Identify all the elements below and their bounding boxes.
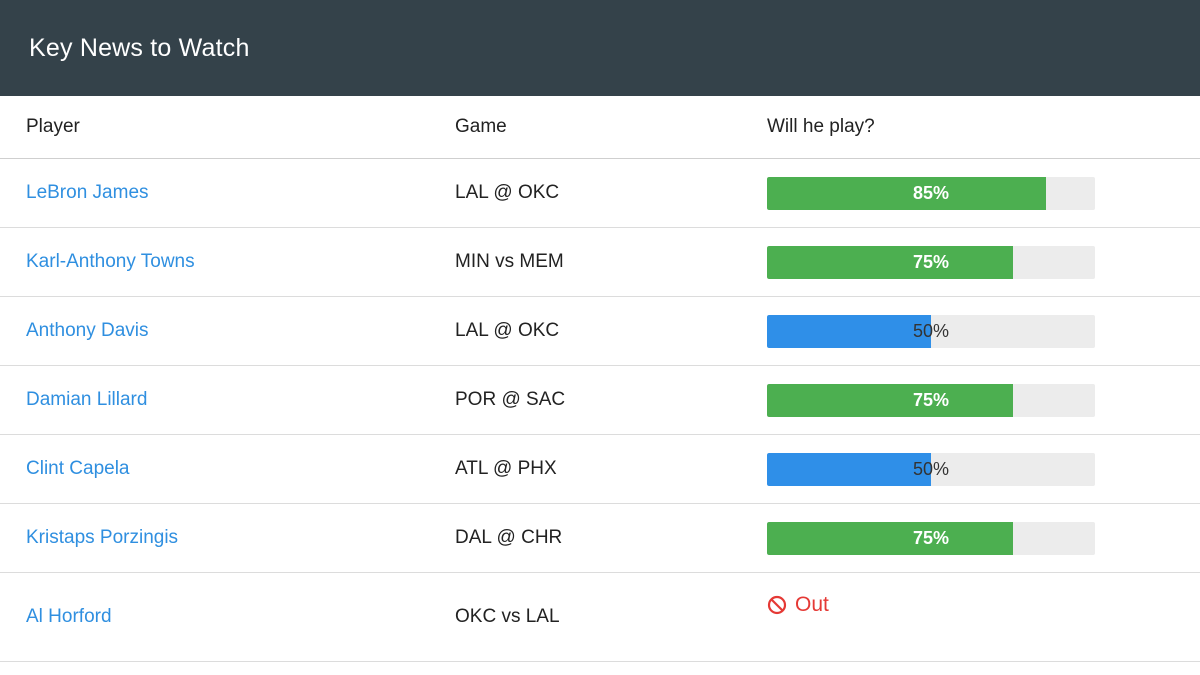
out-label: Out [795, 593, 829, 616]
play-probability-bar: 50% [767, 314, 1095, 348]
table-row: Al Horford OKC vs LAL Out [0, 572, 1200, 662]
player-cell: Al Horford [0, 572, 430, 662]
column-header-game: Game [430, 96, 742, 159]
player-link[interactable]: Clint Capela [26, 458, 130, 479]
game-cell: DAL @ CHR [430, 503, 742, 573]
play-probability-label: 75% [912, 527, 950, 548]
play-probability-bar: 75% [767, 521, 1095, 555]
player-link[interactable]: Al Horford [26, 606, 112, 627]
play-status-cell: 85% [742, 158, 1200, 228]
table-row: Damian Lillard POR @ SAC 75% [0, 365, 1200, 435]
play-probability-fill [767, 452, 931, 486]
table-header-row: Player Game Will he play? [0, 96, 1200, 159]
play-probability-fill [767, 521, 1013, 555]
panel-title: Key News to Watch [29, 33, 250, 62]
play-probability-label: 50% [912, 458, 950, 479]
game-cell: ATL @ PHX [430, 434, 742, 504]
play-probability-label: 75% [912, 389, 950, 410]
player-cell: Karl-Anthony Towns [0, 227, 430, 297]
play-status-cell: 75% [742, 503, 1200, 573]
play-probability-bar: 50% [767, 452, 1095, 486]
column-header-player: Player [0, 96, 430, 159]
panel-header: Key News to Watch [0, 0, 1200, 96]
player-link[interactable]: Karl-Anthony Towns [26, 251, 195, 272]
play-status-cell: 50% [742, 296, 1200, 366]
player-link[interactable]: LeBron James [26, 182, 149, 203]
play-probability-fill [767, 383, 1013, 417]
play-probability-label: 75% [912, 251, 950, 272]
news-table: Player Game Will he play? LeBron James LA… [0, 96, 1200, 662]
table-row: Karl-Anthony Towns MIN vs MEM 75% [0, 227, 1200, 297]
play-status-cell: Out [742, 572, 1200, 662]
column-header-will-he-play: Will he play? [742, 96, 1200, 159]
play-status-cell: 50% [742, 434, 1200, 504]
player-cell: Kristaps Porzingis [0, 503, 430, 573]
play-status-cell: 75% [742, 365, 1200, 435]
game-cell: POR @ SAC [430, 365, 742, 435]
player-link[interactable]: Kristaps Porzingis [26, 527, 179, 548]
game-cell: MIN vs MEM [430, 227, 742, 297]
player-cell: Damian Lillard [0, 365, 430, 435]
no-entry-icon [767, 595, 787, 615]
play-probability-fill [767, 245, 1013, 279]
play-status-cell: 75% [742, 227, 1200, 297]
table-row: Kristaps Porzingis DAL @ CHR 75% [0, 503, 1200, 573]
table-row: LeBron James LAL @ OKC 85% [0, 158, 1200, 228]
play-probability-label: 85% [912, 182, 950, 203]
table-row: Clint Capela ATL @ PHX 50% [0, 434, 1200, 504]
play-probability-fill [767, 176, 1046, 210]
table-row: Anthony Davis LAL @ OKC 50% [0, 296, 1200, 366]
play-probability-bar: 75% [767, 383, 1095, 417]
player-cell: Clint Capela [0, 434, 430, 504]
player-link[interactable]: Anthony Davis [26, 320, 149, 341]
game-cell: LAL @ OKC [430, 296, 742, 366]
play-probability-label: 50% [912, 320, 950, 341]
player-cell: LeBron James [0, 158, 430, 228]
game-cell: LAL @ OKC [430, 158, 742, 228]
play-probability-bar: 85% [767, 176, 1095, 210]
play-probability-bar: 75% [767, 245, 1095, 279]
play-probability-fill [767, 314, 931, 348]
player-link[interactable]: Damian Lillard [26, 389, 148, 410]
player-cell: Anthony Davis [0, 296, 430, 366]
out-status: Out [767, 593, 829, 617]
game-cell: OKC vs LAL [430, 572, 742, 662]
